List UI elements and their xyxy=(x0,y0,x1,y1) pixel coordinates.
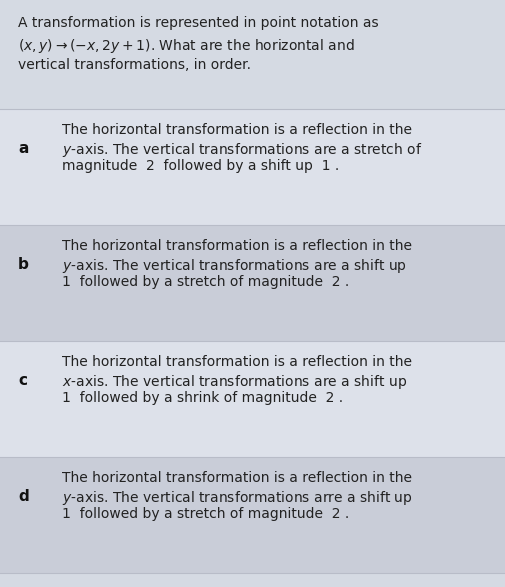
Text: a: a xyxy=(18,141,28,156)
Text: 1  followed by a shrink of magnitude  2 .: 1 followed by a shrink of magnitude 2 . xyxy=(62,391,343,405)
Text: The horizontal transformation is a reflection in the: The horizontal transformation is a refle… xyxy=(62,471,412,485)
Text: $x$-axis. The vertical transformations are a shift up: $x$-axis. The vertical transformations a… xyxy=(62,373,407,391)
Bar xyxy=(0,341,505,457)
Text: $y$-axis. The vertical transformations are a shift up: $y$-axis. The vertical transformations a… xyxy=(62,257,407,275)
Bar xyxy=(0,109,505,225)
Bar xyxy=(0,457,505,573)
Text: b: b xyxy=(18,257,29,272)
Text: 1  followed by a stretch of magnitude  2 .: 1 followed by a stretch of magnitude 2 . xyxy=(62,275,349,289)
Text: The horizontal transformation is a reflection in the: The horizontal transformation is a refle… xyxy=(62,355,412,369)
Text: $y$-axis. The vertical transformations arre a shift up: $y$-axis. The vertical transformations a… xyxy=(62,489,413,507)
Text: $y$-axis. The vertical transformations are a stretch of: $y$-axis. The vertical transformations a… xyxy=(62,141,423,159)
Text: The horizontal transformation is a reflection in the: The horizontal transformation is a refle… xyxy=(62,123,412,137)
Text: vertical transformations, in order.: vertical transformations, in order. xyxy=(18,58,251,72)
Bar xyxy=(0,225,505,341)
Text: 1  followed by a stretch of magnitude  2 .: 1 followed by a stretch of magnitude 2 . xyxy=(62,507,349,521)
Text: The horizontal transformation is a reflection in the: The horizontal transformation is a refle… xyxy=(62,239,412,253)
Text: d: d xyxy=(18,489,29,504)
Text: magnitude  2  followed by a shift up  1 .: magnitude 2 followed by a shift up 1 . xyxy=(62,159,339,173)
Text: c: c xyxy=(18,373,27,388)
Text: $(x, y) \rightarrow (-x, 2y + 1)$. What are the horizontal and: $(x, y) \rightarrow (-x, 2y + 1)$. What … xyxy=(18,37,355,55)
Text: A transformation is represented in point notation as: A transformation is represented in point… xyxy=(18,16,379,30)
Bar xyxy=(0,0,505,103)
